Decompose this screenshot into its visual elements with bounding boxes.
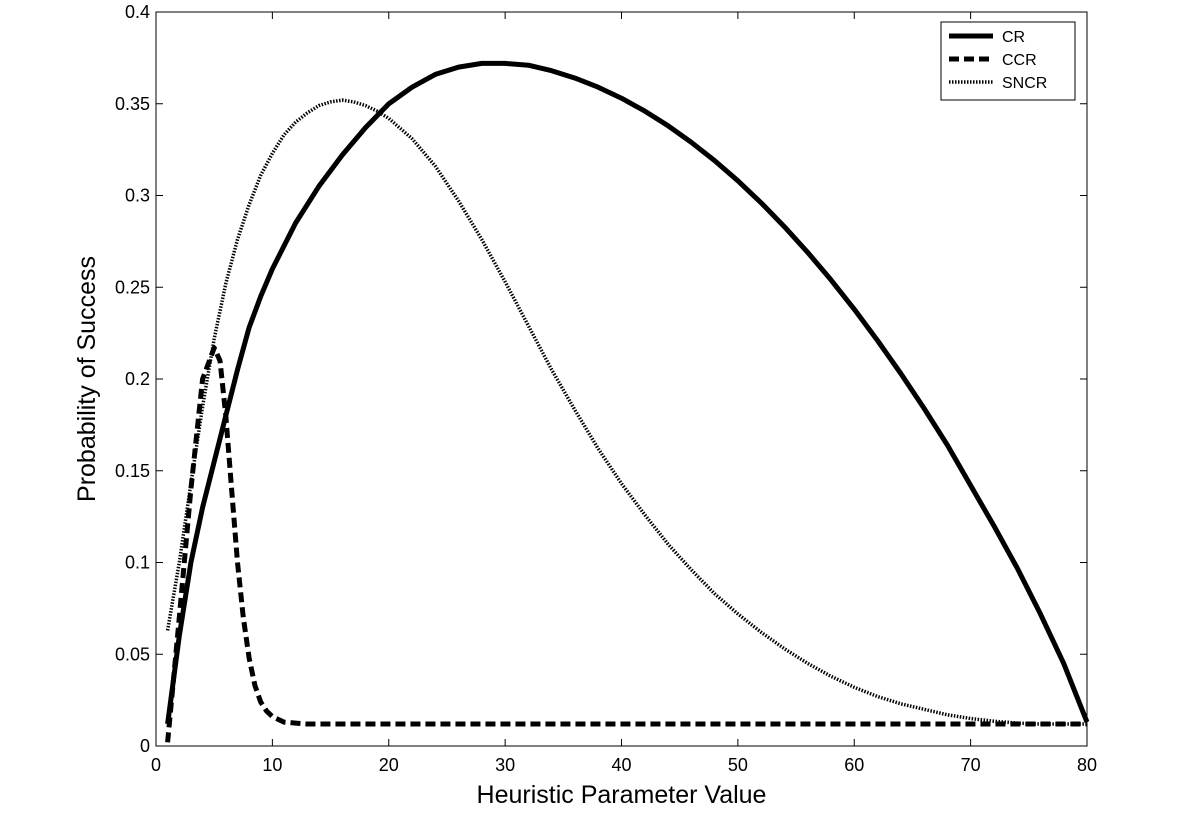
legend: CR CCR SNCR	[940, 21, 1076, 101]
legend-label-ccr: CCR	[1002, 52, 1037, 69]
x-tick-label: 30	[495, 755, 515, 775]
x-tick-label: 70	[961, 755, 981, 775]
x-axis-title: Heuristic Parameter Value	[477, 781, 767, 809]
y-tick-label: 0.05	[115, 644, 150, 664]
x-tick-label: 20	[379, 755, 399, 775]
legend-label-cr: CR	[1002, 29, 1025, 46]
x-tick-label: 0	[151, 755, 161, 775]
series-layer	[165, 60, 1090, 743]
x-tick-label: 80	[1077, 755, 1097, 775]
y-tick-label: 0.25	[115, 277, 150, 297]
axis-ticks: 0 10 20 30 40 50 60 70 80 0 0.05 0.1 0.15 0.2 0.25 0.3 0…	[115, 2, 1097, 775]
x-tick-label: 50	[728, 755, 748, 775]
x-tick-label: 10	[262, 755, 282, 775]
y-tick-label: 0.3	[125, 186, 150, 206]
y-tick-label: 0.2	[125, 369, 150, 389]
series-line-cr	[165, 60, 1090, 725]
y-tick-label: 0	[140, 736, 150, 756]
x-tick-label: 60	[844, 755, 864, 775]
x-tick-label: 40	[611, 755, 631, 775]
y-tick-label: 0.4	[125, 2, 150, 22]
series-line-ccr	[165, 345, 1087, 743]
y-tick-label: 0.1	[125, 553, 150, 573]
y-tick-label: 0.35	[115, 94, 150, 114]
legend-label-sncr: SNCR	[1002, 75, 1047, 92]
y-tick-label: 0.15	[115, 461, 150, 481]
y-axis-title: Probability of Success	[73, 256, 101, 502]
